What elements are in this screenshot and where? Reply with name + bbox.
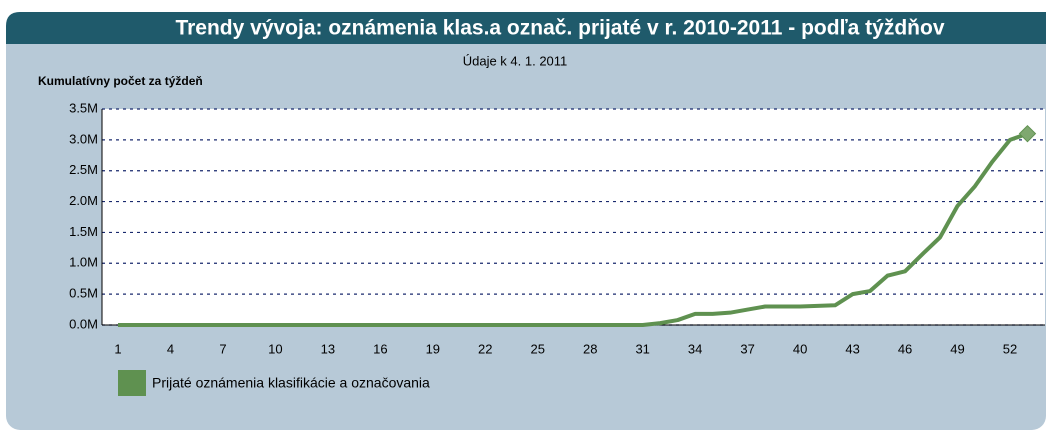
x-tick-label: 46 xyxy=(898,341,912,356)
plot-area xyxy=(102,109,1045,325)
x-tick-label: 37 xyxy=(740,341,754,356)
x-tick-label: 7 xyxy=(219,341,226,356)
x-tick-label: 28 xyxy=(583,341,597,356)
y-tick-label: 3.5M xyxy=(69,100,98,115)
x-tick-label: 25 xyxy=(531,341,545,356)
x-tick-label: 34 xyxy=(688,341,702,356)
x-tick-label: 4 xyxy=(167,341,174,356)
legend-swatch xyxy=(118,370,146,396)
y-axis-label: Kumulatívny počet za týždeň xyxy=(38,74,203,88)
x-tick-label: 19 xyxy=(426,341,440,356)
header-bar xyxy=(6,12,1046,44)
y-tick-label: 1.5M xyxy=(69,224,98,239)
x-tick-label: 1 xyxy=(114,341,121,356)
y-tick-label: 2.0M xyxy=(69,193,98,208)
x-tick-label: 40 xyxy=(793,341,807,356)
x-tick-label: 22 xyxy=(478,341,492,356)
y-tick-label: 2.5M xyxy=(69,162,98,177)
x-tick-label: 52 xyxy=(1003,341,1017,356)
y-tick-label: 3.0M xyxy=(69,131,98,146)
y-tick-label: 1.0M xyxy=(69,255,98,270)
chart-subtitle: Údaje k 4. 1. 2011 xyxy=(463,53,568,68)
x-tick-label: 31 xyxy=(635,341,649,356)
end-marker xyxy=(1018,124,1037,143)
x-tick-label: 10 xyxy=(268,341,282,356)
x-tick-label: 49 xyxy=(950,341,964,356)
x-tick-label: 16 xyxy=(373,341,387,356)
y-tick-label: 0.5M xyxy=(69,286,98,301)
data-line xyxy=(118,131,1029,327)
x-tick-label: 13 xyxy=(321,341,335,356)
x-tick-label: 43 xyxy=(845,341,859,356)
y-tick-label: 0.0M xyxy=(69,316,98,331)
legend-label: Prijaté oznámenia klasifikácie a označov… xyxy=(152,375,430,391)
chart-title: Trendy vývoja: oznámenia klas.a označ. p… xyxy=(175,17,944,40)
